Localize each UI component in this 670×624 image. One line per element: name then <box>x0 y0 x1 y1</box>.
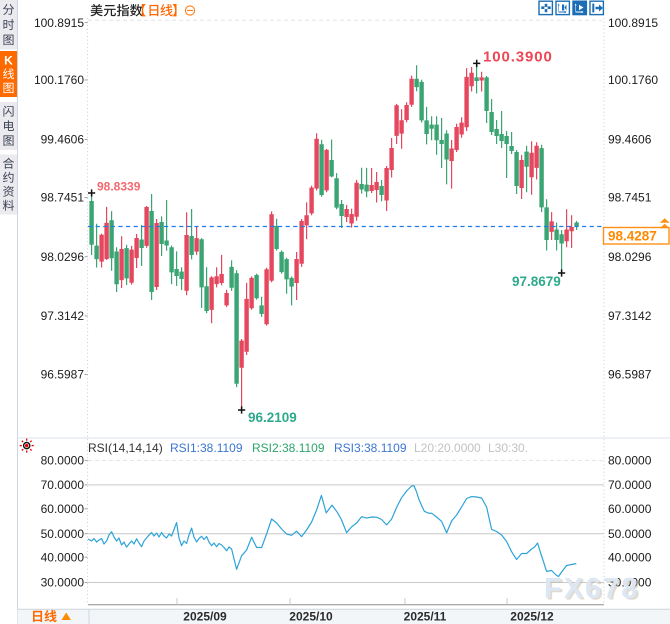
svg-text:96.5987: 96.5987 <box>41 368 85 382</box>
svg-text:99.4606: 99.4606 <box>608 133 652 147</box>
svg-text:FX678: FX678 <box>546 575 641 607</box>
svg-text:100.1760: 100.1760 <box>34 73 84 87</box>
svg-text:RSI2:38.1109: RSI2:38.1109 <box>252 441 325 455</box>
svg-text:96.2109: 96.2109 <box>248 410 297 425</box>
svg-text:99.4606: 99.4606 <box>41 133 85 147</box>
svg-text:100.1760: 100.1760 <box>608 73 658 87</box>
svg-text:96.5987: 96.5987 <box>608 368 652 382</box>
svg-text:K: K <box>4 53 13 67</box>
svg-text:98.8339: 98.8339 <box>97 180 141 194</box>
svg-text:30.0000: 30.0000 <box>41 576 85 590</box>
svg-text:60.0000: 60.0000 <box>41 502 85 516</box>
svg-text:FX678: FX678 <box>544 573 639 605</box>
svg-text:80.0000: 80.0000 <box>608 454 652 468</box>
svg-text:98.0296: 98.0296 <box>608 250 652 264</box>
svg-text:2025/10: 2025/10 <box>289 610 333 624</box>
svg-text:L30:30.: L30:30. <box>488 441 528 455</box>
svg-text:2025/12: 2025/12 <box>510 610 554 624</box>
svg-text:98.4287: 98.4287 <box>608 229 657 244</box>
svg-text:40.0000: 40.0000 <box>41 550 85 564</box>
svg-text:70.0000: 70.0000 <box>41 478 85 492</box>
svg-text:2025/11: 2025/11 <box>404 610 447 624</box>
svg-text:100.8915: 100.8915 <box>608 16 658 30</box>
svg-text:98.0296: 98.0296 <box>41 250 85 264</box>
svg-text:97.3142: 97.3142 <box>608 309 652 323</box>
svg-text:30.0000: 30.0000 <box>608 576 652 590</box>
svg-text:100.3900: 100.3900 <box>483 49 553 66</box>
svg-text:97.3142: 97.3142 <box>41 309 85 323</box>
svg-text:50.0000: 50.0000 <box>41 527 85 541</box>
svg-text:RSI1:38.1109: RSI1:38.1109 <box>170 441 243 455</box>
svg-text:RSI(14,14,14): RSI(14,14,14) <box>88 441 163 455</box>
svg-text:98.7451: 98.7451 <box>608 191 652 205</box>
svg-text:98.7451: 98.7451 <box>41 191 85 205</box>
svg-text:70.0000: 70.0000 <box>608 478 652 492</box>
svg-text:50.0000: 50.0000 <box>608 527 652 541</box>
svg-text:2025/09: 2025/09 <box>183 610 227 624</box>
svg-text:L20:20.0000: L20:20.0000 <box>414 441 481 455</box>
svg-text:RSI3:38.1109: RSI3:38.1109 <box>334 441 407 455</box>
svg-text:100.8915: 100.8915 <box>34 16 84 30</box>
svg-text:80.0000: 80.0000 <box>41 454 85 468</box>
svg-text:97.8679: 97.8679 <box>512 274 561 289</box>
svg-text:40.0000: 40.0000 <box>608 550 652 564</box>
svg-text:60.0000: 60.0000 <box>608 502 652 516</box>
